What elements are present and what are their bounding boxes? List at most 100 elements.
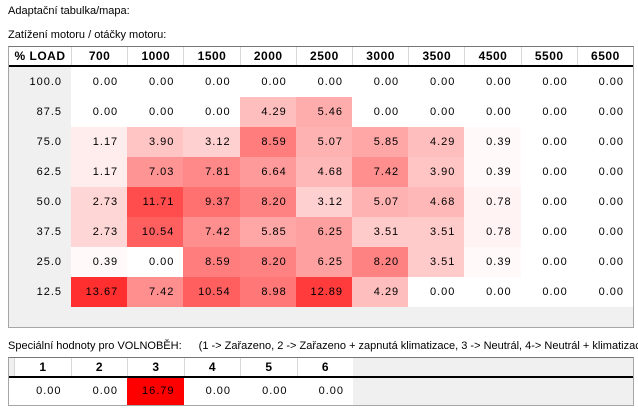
- rpm-header-cell: 4500: [464, 47, 521, 65]
- table-row: 25.0 0.39 0.00 8.59 8.20 6.25 8.20 3.51 0.39 0.00…: [9, 247, 633, 277]
- idle-section-header: Speciální hodnoty pro VOLNOBĚH: (1 -> Za…: [8, 340, 638, 353]
- heat-cell: 3.51: [408, 247, 465, 277]
- table-row: 100.0 0.00 0.00 0.00 0.00 0.00 0.00 0.00 0.00 0.0…: [9, 67, 633, 97]
- page-title: Adaptační tabulka/mapa:: [8, 5, 130, 17]
- heat-cell: 6.64: [239, 157, 296, 187]
- idle-value-row: 0.00 0.00 16.79 0.00 0.00 0.00: [9, 378, 633, 405]
- heat-cell: 0.00: [576, 247, 633, 277]
- axis-label: Zatížení motoru / otáčky motoru:: [8, 29, 167, 41]
- heat-cell: 0.00: [408, 97, 465, 127]
- load-label: 75.0: [9, 127, 71, 157]
- heat-cell: 0.00: [576, 217, 633, 247]
- idle-header-sliver: [9, 358, 14, 376]
- heat-cell: 8.59: [183, 247, 240, 277]
- heat-cell: 0.39: [464, 157, 521, 187]
- rpm-header-cell: 6500: [576, 47, 633, 65]
- heat-cell: 0.00: [520, 67, 577, 97]
- table-row: 50.0 2.73 11.71 9.37 8.20 3.12 5.07 4.68 0.78 0.0…: [9, 187, 633, 217]
- heat-cell: 8.59: [239, 127, 296, 157]
- heat-cell: 0.78: [464, 217, 521, 247]
- idle-legend: (1 -> Zařazeno, 2 -> Zařazeno + zapnutá …: [198, 340, 638, 352]
- heat-cell: 0.00: [576, 97, 633, 127]
- heat-cell: 0.00: [183, 97, 240, 127]
- heat-cell: 5.07: [352, 187, 409, 217]
- table-row: 12.5 13.67 7.42 10.54 8.98 12.89 4.29 0.00 0.00 0…: [9, 277, 633, 307]
- load-label: 12.5: [9, 277, 71, 307]
- heat-cell: 0.00: [352, 97, 409, 127]
- heat-cell: 9.37: [183, 187, 240, 217]
- heat-cell: 10.54: [183, 277, 240, 307]
- heat-cell: 3.12: [183, 127, 240, 157]
- heat-cell: 3.90: [408, 157, 465, 187]
- heat-cell: 3.51: [408, 217, 465, 247]
- heat-cell: 0.00: [520, 247, 577, 277]
- idle-header-cell: 1: [14, 358, 71, 376]
- heat-cell: 0.00: [127, 97, 184, 127]
- heat-cell: 4.29: [352, 277, 409, 307]
- idle-value-cell: 0.00: [183, 378, 240, 405]
- heat-cell: 7.03: [127, 157, 184, 187]
- heat-cell: 12.89: [295, 277, 352, 307]
- table-row: 87.5 0.00 0.00 0.00 4.29 5.46 0.00 0.00 0.00 0.00…: [9, 97, 633, 127]
- idle-header-cell: 4: [183, 358, 240, 376]
- adaptation-table: % LOAD 700 1000 1500 2000 2500 3000 3500 4500 55…: [8, 46, 634, 328]
- rpm-header-cell: 3000: [352, 47, 409, 65]
- heat-cell: 0.00: [464, 67, 521, 97]
- rpm-header-row: % LOAD 700 1000 1500 2000 2500 3000 3500 4500 55…: [9, 47, 633, 67]
- rpm-header-cell: 1500: [183, 47, 240, 65]
- heat-cell: 0.00: [464, 277, 521, 307]
- heat-cell: 0.39: [464, 247, 521, 277]
- load-label: 62.5: [9, 157, 71, 187]
- table-footer-strip: [9, 307, 633, 327]
- heat-cell: 7.42: [352, 157, 409, 187]
- heat-cell: 0.00: [576, 277, 633, 307]
- heat-cell: 3.51: [352, 217, 409, 247]
- heat-cell: 0.00: [352, 67, 409, 97]
- heat-cell: 0.00: [408, 67, 465, 97]
- idle-header-cell: 2: [70, 358, 127, 376]
- heat-cell: 4.29: [239, 97, 296, 127]
- load-label: 50.0: [9, 187, 71, 217]
- heat-cell: 11.71: [127, 187, 184, 217]
- heat-cell: 0.00: [71, 97, 128, 127]
- heat-cell: 7.42: [127, 277, 184, 307]
- heat-cell: 0.00: [576, 127, 633, 157]
- idle-value-cell: 0.00: [296, 378, 353, 405]
- heat-cell: 0.39: [464, 127, 521, 157]
- heat-cell: 0.00: [408, 277, 465, 307]
- corner-header: % LOAD: [9, 47, 71, 65]
- idle-header-cell: 6: [296, 358, 353, 376]
- table-row: 37.5 2.73 10.54 7.42 5.85 6.25 3.51 3.51 0.78 0.0…: [9, 217, 633, 247]
- heat-cell: 3.90: [127, 127, 184, 157]
- idle-row-filler: [353, 378, 633, 405]
- idle-header-cell: 3: [127, 358, 184, 376]
- heat-cell: 5.46: [295, 97, 352, 127]
- idle-header-cell: 5: [240, 358, 297, 376]
- load-label: 37.5: [9, 217, 71, 247]
- heat-cell: 5.85: [352, 127, 409, 157]
- idle-header-filler: [353, 358, 633, 376]
- heat-cell: 0.00: [239, 67, 296, 97]
- heat-cell: 5.85: [239, 217, 296, 247]
- heat-cell: 13.67: [71, 277, 128, 307]
- heat-cell: 0.00: [576, 157, 633, 187]
- heat-cell: 8.98: [239, 277, 296, 307]
- heat-cell: 6.25: [295, 217, 352, 247]
- heat-cell: 2.73: [71, 187, 128, 217]
- rpm-header-cell: 1000: [127, 47, 184, 65]
- heat-cell: 0.00: [520, 157, 577, 187]
- heat-cell: 6.25: [295, 247, 352, 277]
- heat-cell: 3.12: [295, 187, 352, 217]
- table-row: 62.5 1.17 7.03 7.81 6.64 4.68 7.42 3.90 0.39 0.00…: [9, 157, 633, 187]
- heat-cell: 7.81: [183, 157, 240, 187]
- load-label: 25.0: [9, 247, 71, 277]
- heat-cell: 0.39: [71, 247, 128, 277]
- heat-cell: 8.20: [239, 187, 296, 217]
- heat-cell: 8.20: [239, 247, 296, 277]
- heat-cell: 4.68: [295, 157, 352, 187]
- idle-value-cell: 0.00: [70, 378, 127, 405]
- heat-cell: 0.00: [576, 187, 633, 217]
- heat-cell: 1.17: [71, 127, 128, 157]
